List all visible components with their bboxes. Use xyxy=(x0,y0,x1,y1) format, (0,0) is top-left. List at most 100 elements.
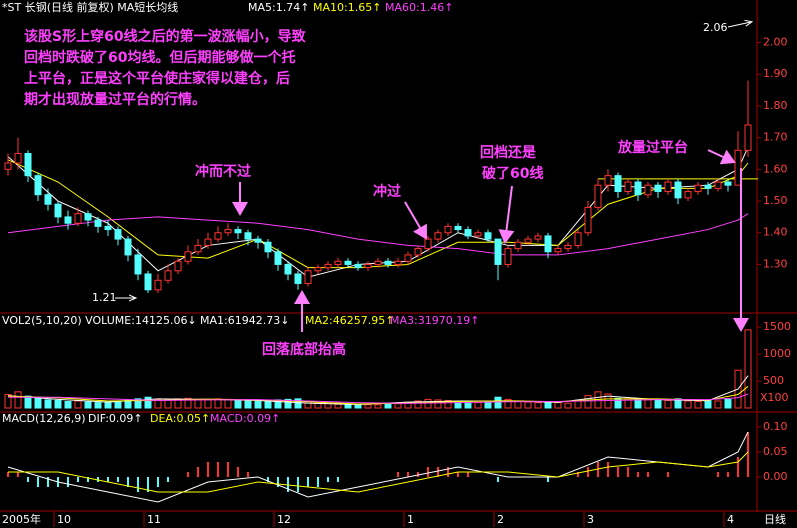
volume-bar xyxy=(704,399,712,409)
x-tick-label: 12 xyxy=(277,513,291,526)
volume-bar xyxy=(474,402,482,409)
volume-bar xyxy=(414,400,422,409)
legend-entry: MACD:0.09↑ xyxy=(210,412,280,425)
volume-bar xyxy=(134,398,142,409)
candle-body xyxy=(214,232,222,240)
volume-bar xyxy=(334,403,342,409)
volume-bar xyxy=(114,401,122,409)
volume-bar xyxy=(234,399,242,409)
legend-entry: MA60:1.46↑ xyxy=(385,1,453,14)
volume-bar xyxy=(204,399,212,409)
panel-title: VOL2(5,10,20) VOLUME:14125.06↓ xyxy=(2,314,197,327)
unit-label: X100 xyxy=(760,391,789,404)
volume-bar xyxy=(374,404,382,409)
x-tick-label: 1 xyxy=(407,513,414,526)
y-tick-label: 2.00 xyxy=(763,36,788,49)
note-line: 该股S形上穿60线之后的第一波涨幅小，导致 xyxy=(24,28,307,45)
candle-body xyxy=(94,219,102,227)
annotation: 1.21 xyxy=(92,291,117,304)
volume-bar xyxy=(394,403,402,409)
legend-entry: DEA:0.05↑ xyxy=(150,412,210,425)
candle-body xyxy=(324,263,332,269)
candle-body xyxy=(184,251,192,262)
candle-body xyxy=(464,229,472,237)
candle-body xyxy=(504,248,512,265)
candle-body xyxy=(484,232,492,240)
volume-bar xyxy=(664,399,672,409)
candle-body xyxy=(434,232,442,240)
volume-bar xyxy=(424,398,432,409)
candle-body xyxy=(114,229,122,240)
arrow xyxy=(498,185,515,244)
volume-bar xyxy=(514,401,522,409)
candle-body xyxy=(624,181,632,193)
y-tick-label: 1.30 xyxy=(763,257,788,270)
volume-bar xyxy=(64,401,72,409)
volume-bar xyxy=(694,401,702,409)
y-tick-label: 1.90 xyxy=(763,67,788,80)
note-line: 上平台，正是这个平台使庄家得以建仓，后 xyxy=(24,70,290,87)
candle-body xyxy=(274,251,282,265)
volume-bar xyxy=(494,396,502,409)
volume-bar xyxy=(344,404,352,409)
candle-body xyxy=(534,235,542,240)
legend-entry: MA10:1.65↑ xyxy=(313,1,381,14)
candle-body xyxy=(494,238,502,265)
arrow xyxy=(707,149,736,165)
panel-title: MACD(12,26,9) xyxy=(2,412,86,425)
candle-body xyxy=(34,175,42,196)
candle-body xyxy=(44,194,52,205)
annotation: 回落底部抬高 xyxy=(262,341,346,358)
candle-body xyxy=(704,184,712,189)
candle-body xyxy=(304,270,312,284)
candle-body xyxy=(264,241,272,253)
candle-body xyxy=(474,232,482,237)
annotation: 破了60线 xyxy=(482,165,543,182)
y-tick-label: 1500 xyxy=(763,320,791,333)
candle-body xyxy=(554,248,562,253)
volume-bar xyxy=(54,399,62,409)
y-tick-label: 0.05 xyxy=(763,445,788,458)
note-line: 回档时跌破了60均线。但后期能够做一个托 xyxy=(24,49,295,66)
candle-body xyxy=(124,238,132,256)
candle-body xyxy=(314,267,322,272)
candle-body xyxy=(654,184,662,193)
candle-body xyxy=(524,238,532,243)
candle-body xyxy=(724,181,732,186)
volume-bar xyxy=(554,402,562,409)
volume-bar xyxy=(434,399,442,409)
annotation: 冲过 xyxy=(373,183,401,200)
y-tick-label: 1.40 xyxy=(763,226,788,239)
volume-bar xyxy=(364,404,372,409)
volume-bar xyxy=(444,399,452,409)
candle-body xyxy=(384,260,392,265)
candle-body xyxy=(364,263,372,269)
y-tick-label: 1.70 xyxy=(763,131,788,144)
volume-bar xyxy=(154,399,162,409)
volume-bar xyxy=(304,401,312,409)
candle-body xyxy=(104,225,112,231)
volume-bar xyxy=(34,397,42,409)
candle-body xyxy=(334,260,342,265)
candle-body xyxy=(194,244,202,253)
candle-body xyxy=(254,238,262,243)
candle-body xyxy=(394,260,402,265)
annotation: 放量过平台 xyxy=(617,139,688,156)
candle-body xyxy=(684,191,692,199)
y-tick-label: 0.10 xyxy=(763,420,788,433)
legend-entry: MA5:1.74↑ xyxy=(248,1,309,14)
candle-body xyxy=(354,263,362,269)
volume-bar xyxy=(324,403,332,409)
volume-bar xyxy=(104,402,112,409)
candle-body xyxy=(664,181,672,193)
x-tick-label: 11 xyxy=(147,513,161,526)
indicator-line xyxy=(8,451,749,493)
candle-body xyxy=(54,203,62,218)
volume-bar xyxy=(14,391,22,409)
candle-body xyxy=(284,263,292,275)
candle-body xyxy=(204,238,212,246)
candle-body xyxy=(14,152,22,164)
candle-body xyxy=(154,279,162,291)
candle-body xyxy=(374,260,382,265)
